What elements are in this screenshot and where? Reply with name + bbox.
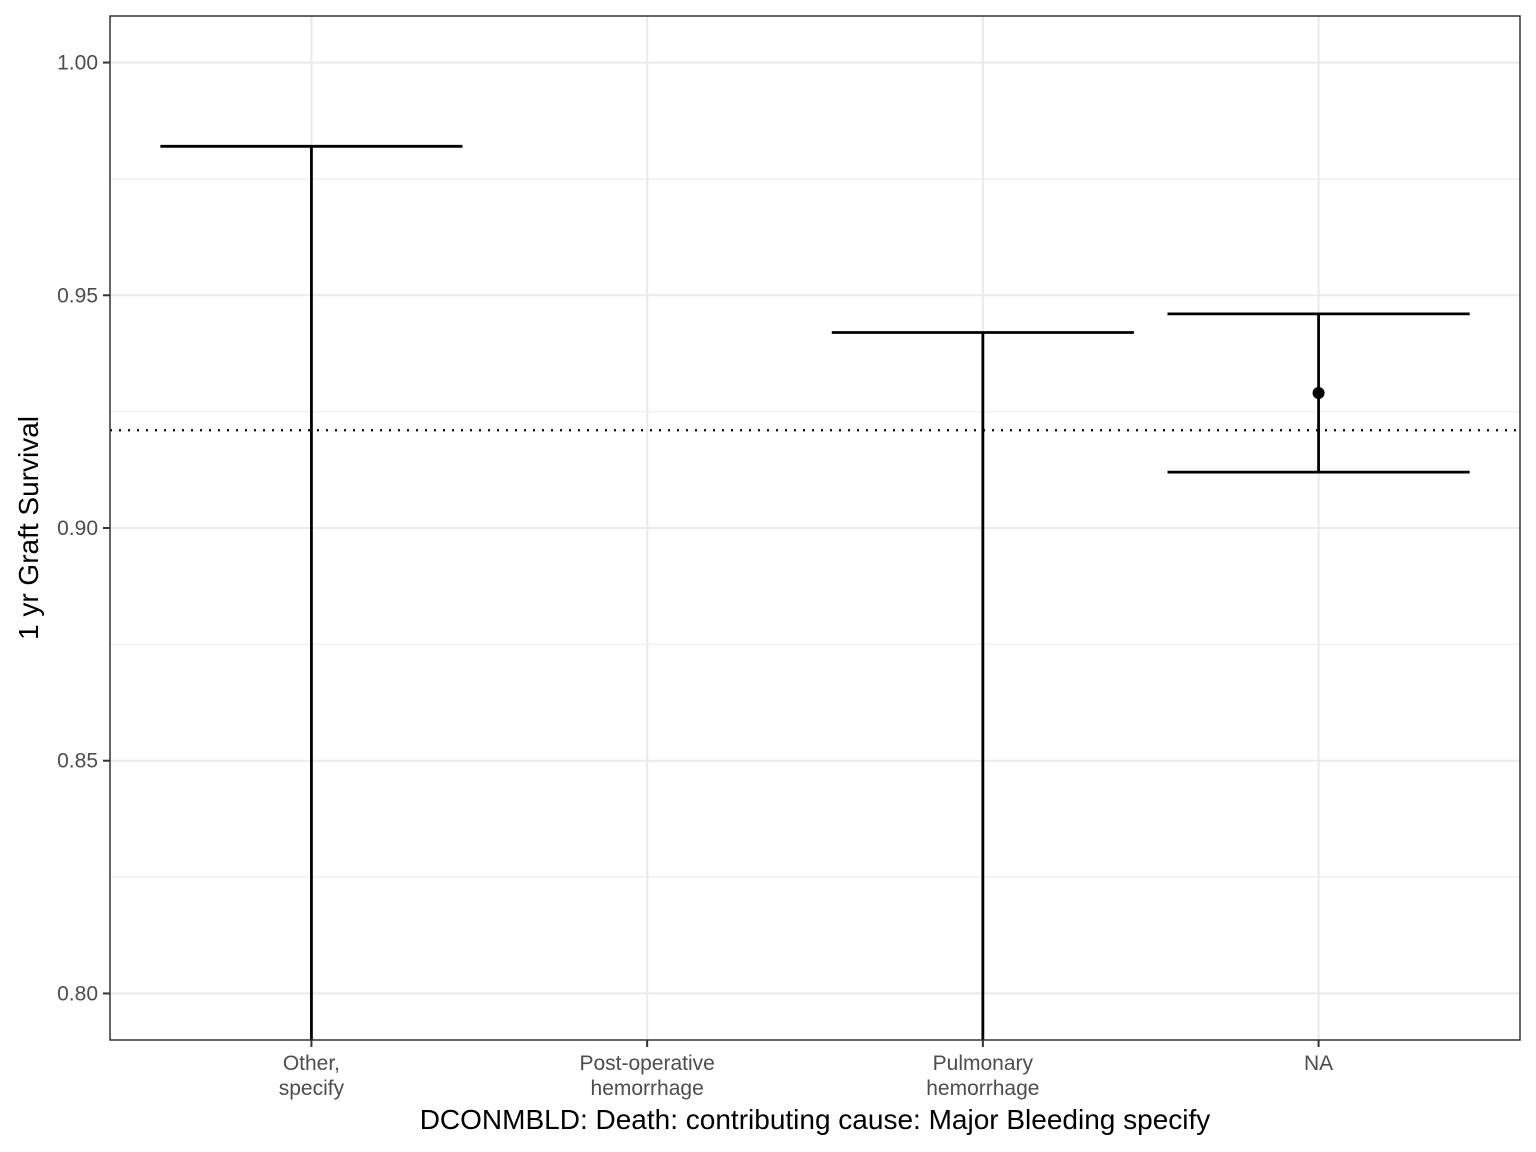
y-axis-title: 1 yr Graft Survival <box>13 416 44 640</box>
y-tick-label: 0.85 <box>57 750 98 773</box>
x-tick-label-line: specify <box>279 1077 345 1100</box>
errorbar-0 <box>160 144 463 1040</box>
x-tick-label-line: Post-operative <box>579 1052 714 1075</box>
y-tick-label: 0.80 <box>57 982 98 1005</box>
errorbar-2 <box>831 331 1134 1040</box>
x-tick-label: Pulmonary hemorrhage <box>926 1052 1039 1100</box>
x-tick-label-line: Pulmonary <box>933 1052 1034 1075</box>
point-estimate <box>1312 387 1325 400</box>
y-tick-label: 1.00 <box>57 52 98 75</box>
y-tick-label: 0.90 <box>57 517 98 540</box>
x-tick-label-line: NA <box>1304 1052 1333 1075</box>
x-tick-label-line: Other, <box>283 1052 340 1075</box>
x-tick-label-line: hemorrhage <box>926 1077 1039 1100</box>
x-tick-label: Post-operative hemorrhage <box>579 1052 714 1100</box>
errorbar-3 <box>1167 312 1470 474</box>
x-tick-label: NA <box>1304 1052 1333 1075</box>
x-tick-label-line: hemorrhage <box>591 1077 704 1100</box>
errorbar-layer <box>160 144 1470 1040</box>
y-axis: 0.80 0.85 0.90 0.95 1.00 <box>57 52 110 1005</box>
x-tick-label: Other, specify <box>279 1052 345 1100</box>
y-tick-label: 0.95 <box>57 284 98 307</box>
grid-layer <box>110 16 1520 1040</box>
x-axis-title: DCONMBLD: Death: contributing cause: Maj… <box>420 1104 1211 1135</box>
